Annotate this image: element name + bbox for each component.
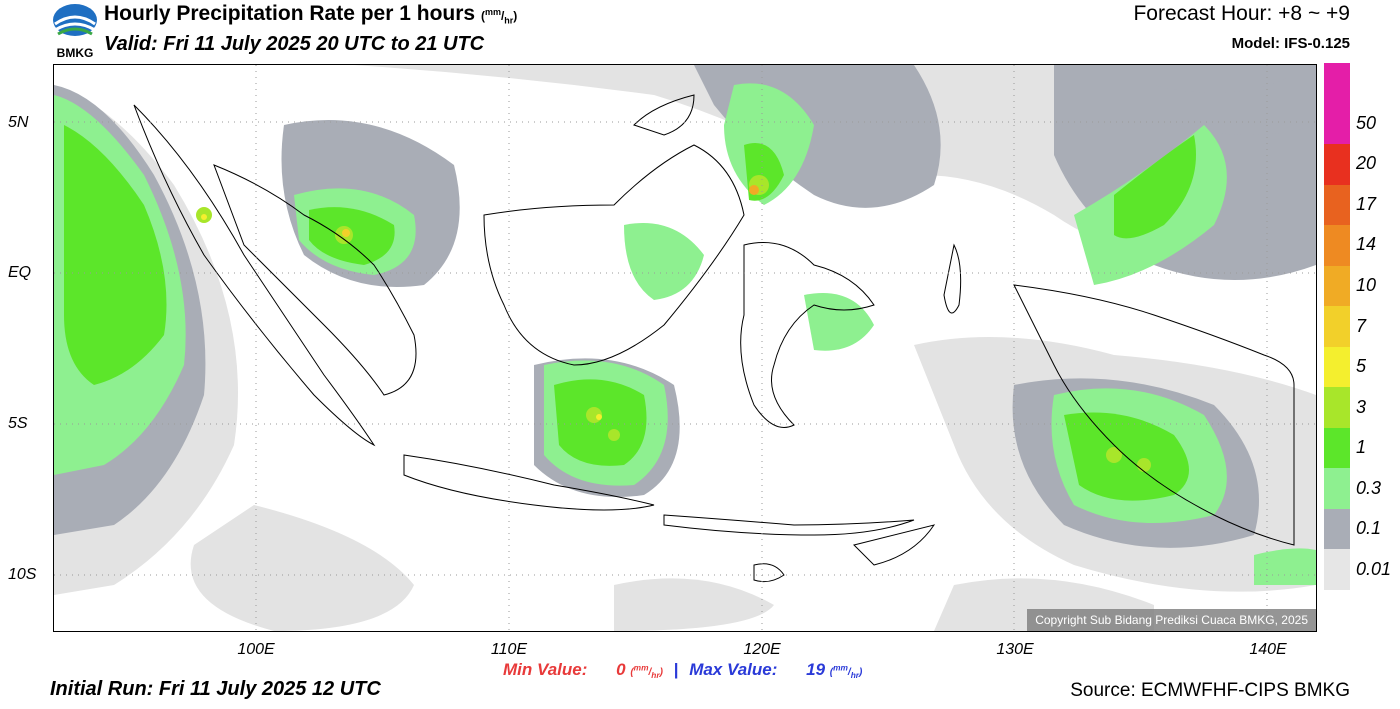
colorbar-segment	[1324, 184, 1350, 226]
forecast-hour: Forecast Hour: +8 ~ +9	[1133, 2, 1350, 25]
data-source: Source: ECMWFHF-CIPS BMKG	[1070, 680, 1350, 701]
colorbar-segment	[1324, 468, 1350, 509]
colorbar-label: 50	[1356, 112, 1377, 133]
title-text: Hourly Precipitation Rate per 1 hours	[104, 2, 476, 25]
min-max-values: Min Value: 0 (mm/hr) | Max Value: 19 (mm…	[503, 660, 862, 680]
precip-core-layer	[201, 185, 759, 420]
max-unit: (mm/hr)	[829, 662, 863, 680]
colorbar-segment	[1324, 265, 1350, 307]
min-label: Min Value:	[503, 660, 588, 679]
lat-label-10s: 10S	[8, 566, 37, 583]
lat-label-5n: 5N	[8, 114, 29, 131]
precipitation-map: Copyright Sub Bidang Prediksi Cuaca BMKG…	[53, 64, 1317, 632]
colorbar-segment	[1324, 103, 1350, 145]
lon-label-100e: 100E	[237, 641, 275, 658]
colorbar-segment	[1324, 346, 1350, 388]
colorbar-segment	[1324, 225, 1350, 266]
grid-lines	[54, 65, 1316, 631]
colorbar-segment	[1324, 387, 1350, 428]
lat-label-eq: EQ	[8, 264, 32, 281]
colorbar-label: 0.3	[1356, 477, 1382, 498]
colorbar-label: 7	[1356, 315, 1367, 336]
initial-run: Initial Run: Fri 11 July 2025 12 UTC	[50, 678, 381, 700]
model-name: Model: IFS-0.125	[1231, 35, 1350, 52]
colorbar-label: 14	[1356, 234, 1377, 255]
colorbar-label: 5	[1356, 356, 1367, 377]
lon-label-110e: 110E	[490, 641, 528, 658]
lon-label-140e: 140E	[1249, 641, 1287, 658]
valid-time: Valid: Fri 11 July 2025 20 UTC to 21 UTC	[104, 33, 485, 55]
lon-label-120e: 120E	[743, 641, 781, 658]
max-label: Max Value:	[689, 660, 778, 679]
colorbar-label: 3	[1356, 396, 1367, 417]
colorbar-segment	[1324, 63, 1350, 104]
precip-colorbar	[1324, 63, 1350, 590]
separator: |	[673, 660, 679, 679]
colorbar-segment	[1324, 549, 1350, 590]
min-unit: (mm/hr)	[630, 662, 663, 680]
min-value: 0	[616, 660, 626, 679]
colorbar-label: 0.01	[1356, 558, 1392, 579]
colorbar-label: 20	[1356, 153, 1377, 174]
colorbar-label: 1	[1356, 437, 1367, 458]
lat-label-5s: 5S	[8, 415, 28, 432]
bmkg-logo: BMKG	[50, 2, 100, 60]
colorbar-segment	[1324, 306, 1350, 347]
colorbar-segment	[1324, 144, 1350, 185]
logo-text: BMKG	[57, 46, 94, 60]
map-canvas	[54, 65, 1316, 631]
lon-label-130e: 130E	[996, 641, 1034, 658]
colorbar-label: 17	[1356, 193, 1377, 214]
colorbar-label: 10	[1356, 274, 1377, 295]
chart-title: Hourly Precipitation Rate per 1 hours (m…	[104, 2, 517, 26]
max-value: 19	[806, 660, 826, 679]
title-unit: (mm/hr)	[480, 7, 518, 26]
colorbar-segment	[1324, 427, 1350, 469]
colorbar-label: 0.1	[1356, 518, 1382, 539]
copyright-notice: Copyright Sub Bidang Prediksi Cuaca BMKG…	[1027, 609, 1316, 631]
coastlines	[133, 94, 1295, 583]
colorbar-segment	[1324, 508, 1350, 550]
